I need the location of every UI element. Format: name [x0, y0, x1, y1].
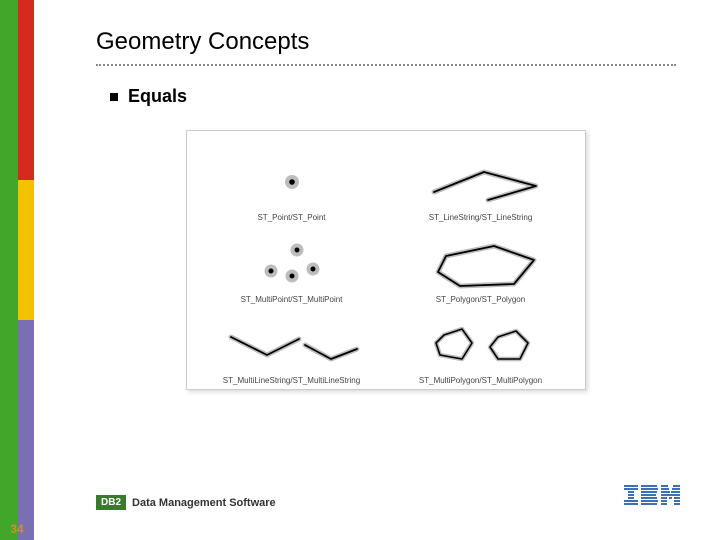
db2-branding: DB2 Data Management Software [96, 495, 276, 510]
cell-multilinestring: ST_MultiLineString/ST_MultiLineString [197, 304, 386, 385]
cell-multipolygon: ST_MultiPolygon/ST_MultiPolygon [386, 304, 575, 385]
point-icon [252, 156, 332, 211]
db2-badge: DB2 [96, 495, 126, 510]
caption-polygon: ST_Polygon/ST_Polygon [436, 295, 525, 304]
caption-multipolygon: ST_MultiPolygon/ST_MultiPolygon [419, 376, 542, 385]
geometry-diagram: ST_Point/ST_Point ST_LineString/ST_LineS… [186, 130, 586, 390]
cell-multipoint: ST_MultiPoint/ST_MultiPoint [197, 222, 386, 303]
cell-polygon: ST_Polygon/ST_Polygon [386, 222, 575, 303]
sidebar-stripe-1 [18, 180, 34, 320]
multipolygon-icon [416, 319, 546, 374]
bullet-item: Equals [110, 86, 187, 107]
sidebar-left-stripe [0, 0, 18, 540]
polygon-icon [416, 238, 546, 293]
footer: DB2 Data Management Software [0, 480, 720, 540]
cell-point: ST_Point/ST_Point [197, 141, 386, 222]
caption-linestring: ST_LineString/ST_LineString [429, 213, 533, 222]
multipoint-icon [237, 238, 347, 293]
caption-multipoint: ST_MultiPoint/ST_MultiPoint [241, 295, 343, 304]
cell-linestring: ST_LineString/ST_LineString [386, 141, 575, 222]
sidebar-stripe-0 [18, 0, 34, 180]
multilinestring-icon [217, 319, 367, 374]
sidebar [0, 0, 34, 540]
linestring-icon [416, 156, 546, 211]
bullet-text: Equals [128, 86, 187, 107]
caption-multilinestring: ST_MultiLineString/ST_MultiLineString [223, 376, 360, 385]
slide-title: Geometry Concepts [96, 28, 309, 56]
page-number: 34 [0, 522, 34, 536]
caption-point: ST_Point/ST_Point [257, 213, 325, 222]
title-divider [96, 64, 676, 66]
db2-tagline: Data Management Software [132, 497, 276, 509]
bullet-icon [110, 93, 118, 101]
ibm-logo [624, 485, 680, 512]
